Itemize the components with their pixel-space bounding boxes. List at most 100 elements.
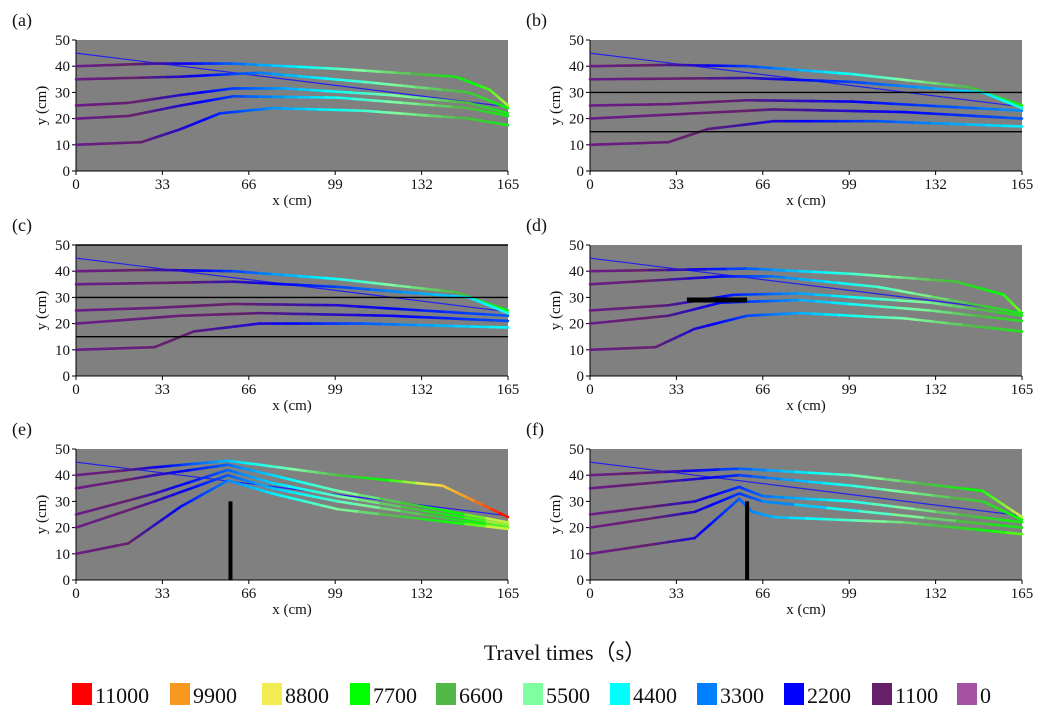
pathline-segment xyxy=(919,524,934,525)
pathline-segment xyxy=(786,69,799,70)
pathline-segment xyxy=(796,480,810,481)
legend-item: 1100 xyxy=(872,683,938,708)
pathline-segment xyxy=(646,472,665,473)
pathline-segment xyxy=(155,474,164,475)
x-tick-label: 33 xyxy=(155,586,170,602)
pathline-segment xyxy=(629,319,639,320)
pathline-segment xyxy=(377,479,390,480)
pathline-segment xyxy=(993,531,1008,532)
pathline-segment xyxy=(669,503,682,505)
pathline-segment xyxy=(364,111,377,112)
pathline-segment xyxy=(753,469,767,470)
pathline-segment xyxy=(89,322,102,323)
legend-label: 2200 xyxy=(807,683,851,708)
pathline-segment xyxy=(948,115,963,116)
pathline-segment xyxy=(411,74,426,75)
pathline-segment xyxy=(993,117,1008,118)
pathline-segment xyxy=(76,474,86,475)
pathline-segment xyxy=(799,271,812,272)
pathline-segment xyxy=(299,89,312,90)
pathline-segment xyxy=(1011,320,1022,321)
pathline-segment xyxy=(934,322,949,324)
panel-label: (a) xyxy=(12,10,32,31)
pathline-segment xyxy=(312,68,325,69)
pathline-segment xyxy=(503,106,508,108)
pathline-segment xyxy=(669,114,682,115)
pathline-segment xyxy=(416,87,429,88)
pathline-segment xyxy=(436,295,452,296)
legend-swatch xyxy=(436,683,456,705)
panel-label: (c) xyxy=(12,215,32,236)
pathline-segment xyxy=(807,499,818,500)
pathline-segment xyxy=(390,316,405,317)
pathline-segment xyxy=(852,316,865,317)
pathline-segment xyxy=(452,107,468,108)
y-tick-label: 30 xyxy=(569,290,584,306)
pathline-segment xyxy=(397,286,412,288)
pathline-segment xyxy=(629,508,642,510)
x-tick-label: 66 xyxy=(241,177,257,193)
pathline-segment xyxy=(312,277,325,278)
pathline-segment xyxy=(978,530,993,531)
pathline-segment xyxy=(606,282,622,283)
pathline-segment xyxy=(739,475,753,476)
pathline-segment xyxy=(420,104,436,105)
x-tick-label: 165 xyxy=(497,586,520,602)
pathline-segment xyxy=(272,274,285,275)
pathline-segment xyxy=(688,277,704,278)
pathline-segment xyxy=(429,484,442,485)
pathline-segment xyxy=(790,518,806,519)
pathline-segment xyxy=(259,273,272,274)
pathline-segment xyxy=(953,306,964,308)
pathline-segment xyxy=(865,286,878,287)
pathline-segment xyxy=(325,278,338,279)
pathline-segment xyxy=(459,102,469,103)
pathline-segment xyxy=(816,295,832,296)
pathline-segment xyxy=(1007,118,1022,119)
pathline-segment xyxy=(609,485,628,487)
pathline-segment xyxy=(832,303,848,304)
legend-swatch xyxy=(262,683,282,705)
pathline-segment xyxy=(904,318,919,320)
legend-title: Travel times（s） xyxy=(484,640,646,665)
pathline-segment xyxy=(397,73,412,74)
pathline-segment xyxy=(937,106,958,107)
pathline-segment xyxy=(426,75,441,76)
pathline-segment xyxy=(390,85,403,86)
pathline-segment xyxy=(210,466,219,467)
pathline-segment xyxy=(767,478,781,479)
pathline-segment xyxy=(978,116,993,117)
pathline-segment xyxy=(426,289,441,291)
pathline-segment xyxy=(416,115,429,116)
pathline-segment xyxy=(449,318,464,319)
pathline-segment xyxy=(963,325,978,327)
pathline-segment xyxy=(200,462,209,463)
pathline-segment xyxy=(390,113,403,114)
pathline-segment xyxy=(272,284,285,285)
y-tick-label: 10 xyxy=(55,138,70,154)
pathline-segment xyxy=(503,115,508,116)
x-tick-label: 33 xyxy=(669,177,684,193)
pathline-segment xyxy=(173,471,182,472)
pathline-segment xyxy=(155,467,164,468)
legend-swatch xyxy=(350,683,370,705)
pathline-segment xyxy=(382,284,397,286)
pathline-segment xyxy=(115,320,128,321)
pathline-segment xyxy=(978,327,993,329)
pathline-segment xyxy=(839,520,855,521)
pathline-segment xyxy=(934,88,950,89)
pathline-segment xyxy=(852,274,865,275)
pathline-segment xyxy=(781,479,795,480)
pathline-segment xyxy=(299,76,312,77)
pathline-segment xyxy=(86,473,96,474)
x-tick-label: 165 xyxy=(1011,177,1034,193)
pathline-segment xyxy=(272,66,285,67)
pathline-segment xyxy=(940,84,955,86)
pathline-segment xyxy=(503,112,508,113)
pathline-segment xyxy=(506,104,508,106)
x-tick-label: 132 xyxy=(924,177,947,193)
pathline-segment xyxy=(434,318,449,319)
x-tick-label: 132 xyxy=(924,382,947,398)
x-tick-label: 132 xyxy=(410,177,433,193)
pathline-segment xyxy=(1011,314,1022,316)
